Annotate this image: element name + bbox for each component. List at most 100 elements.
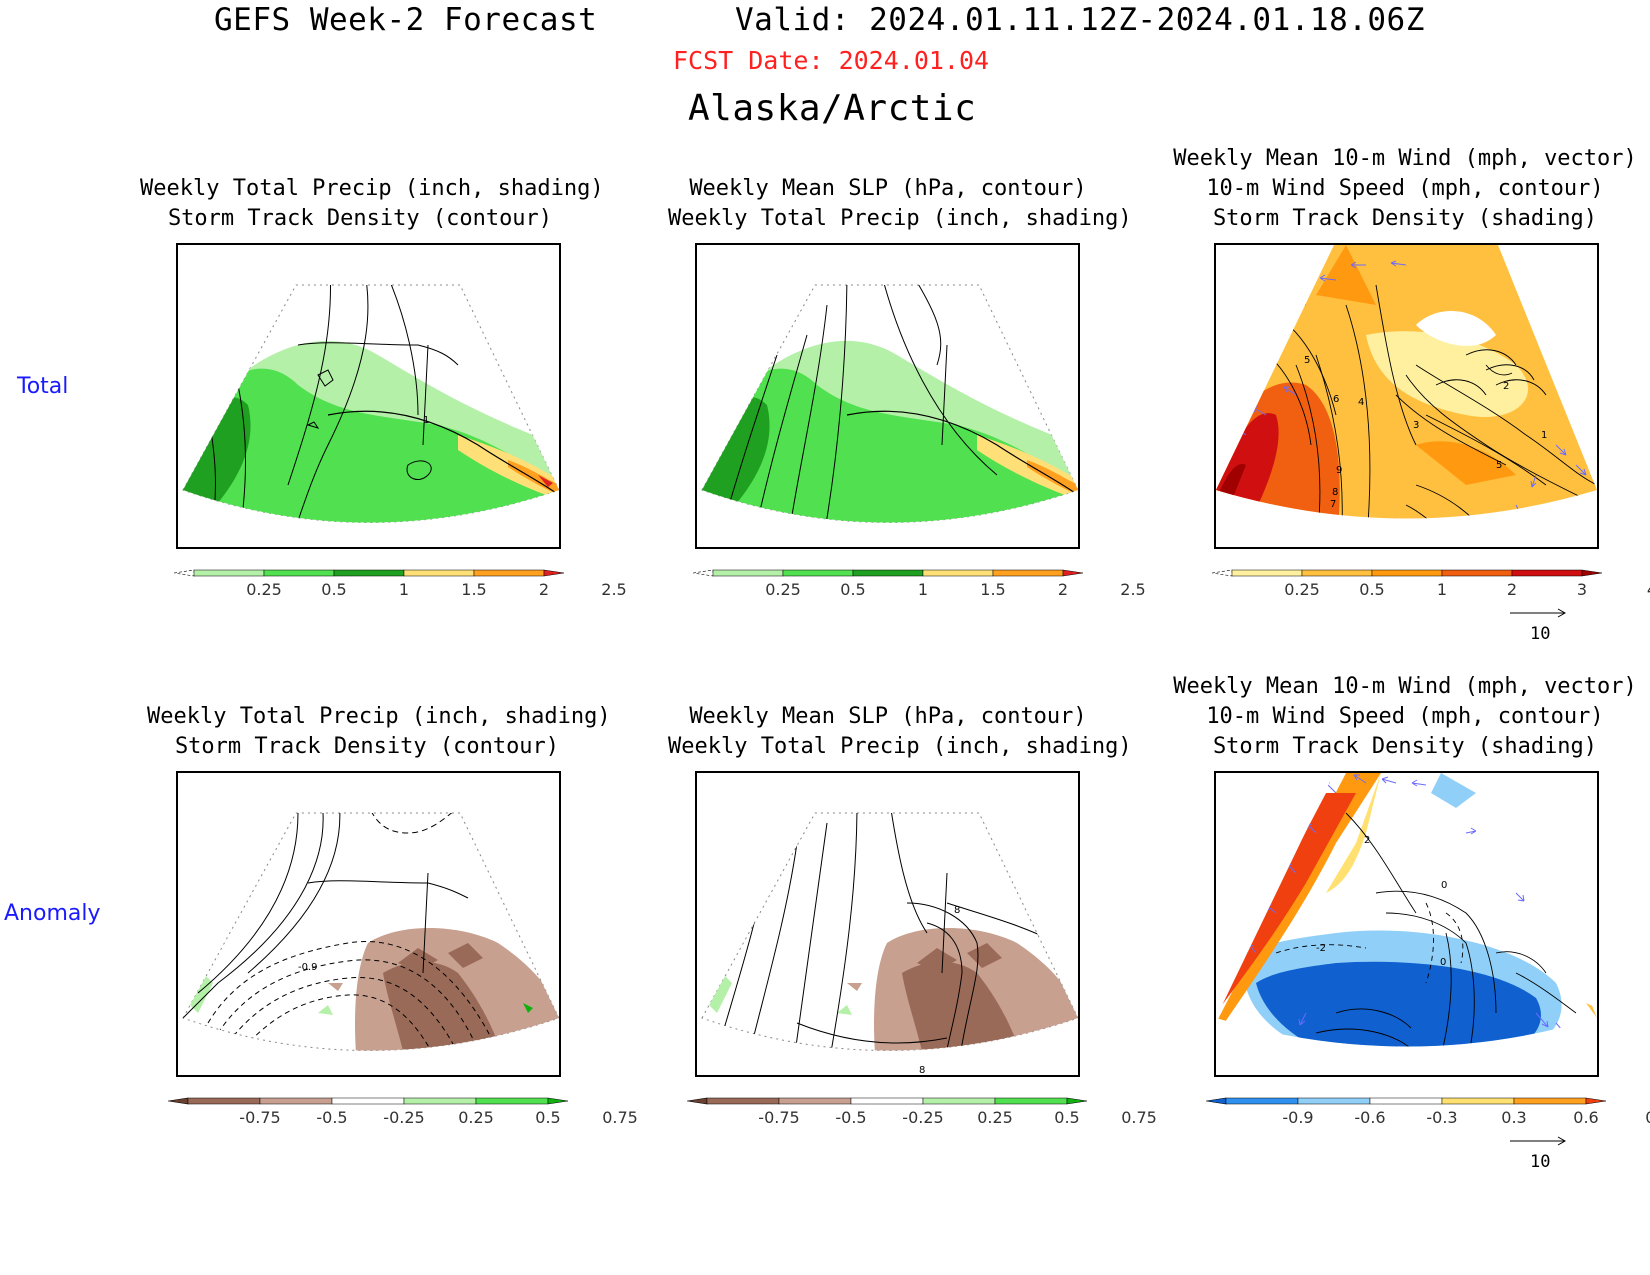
panel-title-total-slp: Weekly Mean SLP (hPa, contour) Weekly Tot… <box>668 176 1132 231</box>
contour-label: 0 <box>1441 880 1447 891</box>
contour-label: 5 <box>1304 355 1310 366</box>
colorbar-tick-label: 2.5 <box>1120 580 1146 599</box>
colorbar-segment <box>852 569 924 577</box>
panel-title-anom-wind: Weekly Mean 10-m Wind (mph, vector) 10-m … <box>1173 674 1637 759</box>
colorbar-segment <box>1066 1097 1087 1105</box>
colorbar-tick-label: -0.6 <box>1354 1108 1386 1127</box>
colorbar-tick-label: 0.25 <box>458 1108 494 1127</box>
colorbar-svg <box>168 1097 568 1105</box>
region-title: Alaska/Arctic <box>688 88 977 129</box>
colorbar-segment <box>331 1097 405 1105</box>
colorbar-segment <box>693 569 714 577</box>
colorbar-segment <box>712 569 784 577</box>
contour-label: 6 <box>1333 394 1339 405</box>
contour-label: 1 <box>423 415 429 426</box>
colorbar-tick-label: 0.5 <box>535 1108 561 1127</box>
colorbar-svg <box>693 569 1083 577</box>
colorbar-tick-label: -0.3 <box>1426 1108 1458 1127</box>
contour-label: 8 <box>954 905 960 916</box>
map-anom-precip: -0.9 <box>176 771 561 1077</box>
colorbar-anom-slp: -0.75 -0.5 -0.25 0.25 0.5 0.75 <box>687 1096 1157 1132</box>
colorbar-segment <box>1301 569 1373 577</box>
colorbar-segment <box>263 569 335 577</box>
colorbar-segment <box>782 569 854 577</box>
colorbar-total-precip: 0.25 0.5 1 1.5 2 2.5 <box>174 568 627 604</box>
panel-title-anom-precip: Weekly Total Precip (inch, shading) Storm… <box>147 704 611 759</box>
map-anom-wind: 2 0 -2 0 <box>1214 771 1599 1077</box>
colorbar-segment <box>1585 1097 1606 1105</box>
colorbar-tick-label: 4 <box>1647 580 1650 599</box>
colorbar-tick-label: -0.25 <box>383 1108 425 1127</box>
colorbar-segment <box>1297 1097 1371 1105</box>
colorbar-tick-label: 0.5 <box>840 580 866 599</box>
colorbar-total-wind: 0.25 0.5 1 2 3 4 <box>1212 568 1650 604</box>
colorbar-segment <box>1225 1097 1299 1105</box>
colorbar-segment <box>193 569 265 577</box>
colorbar-segment <box>333 569 405 577</box>
colorbar-tick-label: 1 <box>917 580 929 599</box>
colorbar-anom-precip: -0.75 -0.5 -0.25 0.25 0.5 0.75 <box>168 1096 638 1132</box>
vector-key-label: 10 <box>1530 624 1551 644</box>
colorbar-tick-label: 0.75 <box>1121 1108 1157 1127</box>
colorbar-svg <box>1212 569 1602 577</box>
colorbar-tick-label: -0.5 <box>316 1108 348 1127</box>
colorbar-tick-label: 0.25 <box>1284 580 1320 599</box>
colorbar-segment <box>994 1097 1068 1105</box>
contour-label: 8 <box>1332 487 1338 498</box>
colorbar-segment <box>1231 569 1303 577</box>
colorbar-tick-label: -0.5 <box>835 1108 867 1127</box>
colorbar-segment <box>168 1097 189 1105</box>
valid-period: Valid: 2024.01.11.12Z-2024.01.18.06Z <box>735 2 1425 38</box>
colorbar-tick-label: 0.5 <box>1054 1108 1080 1127</box>
colorbar-tick-label: 1 <box>398 580 410 599</box>
colorbar-tick-label: 0.25 <box>246 580 282 599</box>
colorbar-segment <box>543 569 564 577</box>
colorbar-segment <box>1371 569 1443 577</box>
contour-label: 0 <box>1440 957 1446 968</box>
colorbar-tick-label: 0.3 <box>1501 1108 1527 1127</box>
colorbar-segment <box>992 569 1064 577</box>
colorbar-tick-label: 0.25 <box>977 1108 1013 1127</box>
panel-title-total-precip: Weekly Total Precip (inch, shading) Storm… <box>140 176 604 231</box>
map-anom-slp: 8 8 <box>695 771 1080 1077</box>
vector-key-total: 10 <box>1508 606 1568 646</box>
colorbar-segment <box>1513 1097 1587 1105</box>
colorbar-segment <box>174 569 195 577</box>
colorbar-segment <box>403 1097 477 1105</box>
colorbar-tick-label: 0.5 <box>1359 580 1385 599</box>
map-total-wind: 5 6 4 3 2 1 9 8 7 5 <box>1214 243 1599 549</box>
colorbar-svg <box>174 569 564 577</box>
colorbar-segment <box>547 1097 568 1105</box>
colorbar-segment <box>922 1097 996 1105</box>
colorbar-tick-label: 2 <box>1057 580 1069 599</box>
colorbar-svg <box>1206 1097 1606 1105</box>
colorbar-segment <box>1206 1097 1227 1105</box>
colorbar-total-slp: 0.25 0.5 1 1.5 2 2.5 <box>693 568 1146 604</box>
colorbar-segment <box>1441 1097 1515 1105</box>
colorbar-tick-label: 3 <box>1576 580 1588 599</box>
vector-key-anomaly: 10 <box>1508 1134 1568 1174</box>
colorbar-segment <box>1062 569 1083 577</box>
vector-key-label: 10 <box>1530 1152 1551 1172</box>
contour-label: 9 <box>1336 465 1342 476</box>
contour-label: 2 <box>1503 381 1509 392</box>
colorbar-tick-label: 0.9 <box>1645 1108 1650 1127</box>
colorbar-segment <box>1581 569 1602 577</box>
map-total-precip: 1 <box>176 243 561 549</box>
contour-label: 5 <box>1496 460 1502 471</box>
main-title: GEFS Week-2 Forecast <box>214 2 598 38</box>
colorbar-segment <box>850 1097 924 1105</box>
colorbar-tick-label: 1.5 <box>461 580 487 599</box>
contour-label: 7 <box>1330 499 1336 510</box>
colorbar-segment <box>1441 569 1513 577</box>
colorbar-tick-label: 0.75 <box>602 1108 638 1127</box>
panel-title-total-wind: Weekly Mean 10-m Wind (mph, vector) 10-m … <box>1173 146 1637 231</box>
contour-label: 3 <box>1413 420 1419 431</box>
colorbar-tick-label: 0.6 <box>1573 1108 1599 1127</box>
colorbar-tick-label: 2 <box>1506 580 1518 599</box>
colorbar-tick-label: 1.5 <box>980 580 1006 599</box>
contour-label: 4 <box>1358 397 1364 408</box>
colorbar-tick-label: 0.5 <box>321 580 347 599</box>
colorbar-tick-label: 0.25 <box>765 580 801 599</box>
colorbar-segment <box>1511 569 1583 577</box>
